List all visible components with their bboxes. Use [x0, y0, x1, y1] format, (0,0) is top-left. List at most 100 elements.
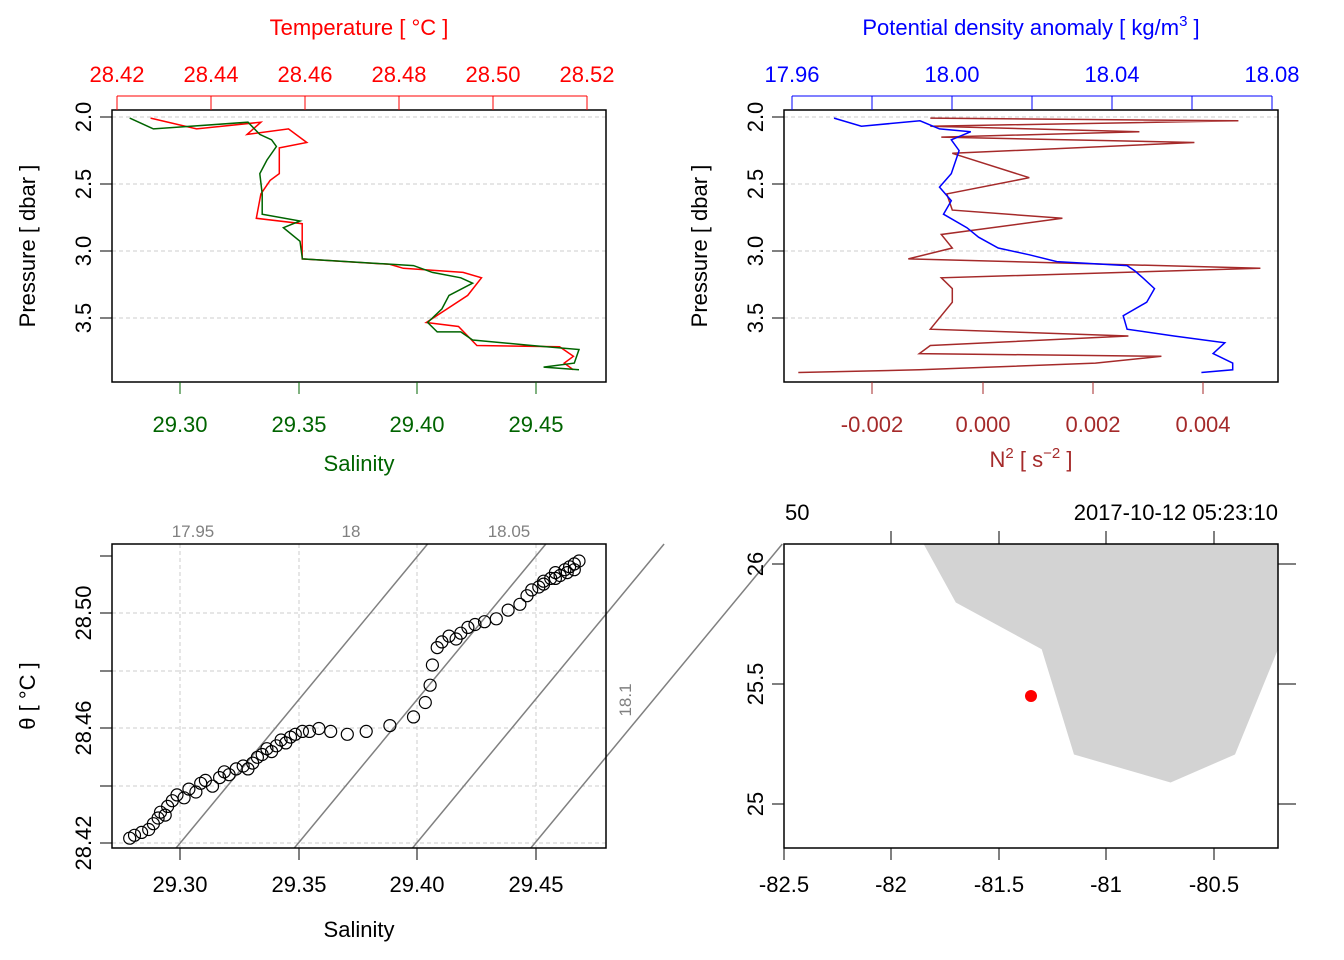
- tick-label: 18.08: [1244, 62, 1299, 87]
- isopycnal-line: [293, 543, 547, 849]
- tick-label: 0.000: [955, 412, 1010, 437]
- top-axis-ticks: 17.96 18.00 18.04 18.08: [764, 62, 1300, 110]
- ts-point: [288, 727, 302, 741]
- tick-label: 2.5: [743, 169, 768, 200]
- tick-label: 29.35: [271, 872, 326, 897]
- tick-label: 28.50: [465, 62, 520, 87]
- ts-point: [418, 695, 432, 710]
- tick-label: 29.30: [152, 872, 207, 897]
- tick-label: -0.002: [841, 412, 903, 437]
- top-axis-title-sup: 3: [1179, 13, 1187, 30]
- bottom-axis-ticks: -82.5 -82 -81.5 -81 -80.5: [759, 848, 1239, 897]
- bottom-axis-ticks: 29.30 29.35 29.40 29.45: [152, 848, 564, 897]
- ts-point: [151, 811, 165, 825]
- tick-label: 29.45: [508, 872, 563, 897]
- ts-point: [489, 612, 503, 626]
- tick-label: 17.96: [764, 62, 819, 87]
- bottom-axis-title-sup2: −2: [1043, 445, 1060, 462]
- left-axis-ticks: 28.42 28.46 28.50: [71, 555, 112, 871]
- tick-label: 26: [743, 552, 768, 576]
- ts-point: [461, 620, 475, 635]
- tick-label: 3.5: [71, 303, 96, 334]
- bottom-axis-title: N2 [ s−2 ]: [990, 445, 1073, 472]
- bottom-axis-title: Salinity: [324, 451, 395, 476]
- tick-label: 3.5: [743, 303, 768, 334]
- top-axis-title-main: Potential density anomaly [ kg/m: [862, 15, 1179, 40]
- tick-label: 29.30: [152, 412, 207, 437]
- ts-point: [536, 577, 551, 591]
- density-line: [833, 117, 1234, 374]
- ts-point: [425, 658, 439, 672]
- ts-point: [324, 724, 338, 739]
- tick-label: 28.48: [371, 62, 426, 87]
- tick-label: 28.50: [71, 585, 96, 640]
- tick-label: -82.5: [759, 872, 809, 897]
- ts-point: [158, 808, 172, 822]
- bottom-axis-ticks: 29.30 29.35 29.40 29.45: [152, 382, 564, 437]
- ts-point: [525, 583, 539, 597]
- tick-label: -81.5: [974, 872, 1024, 897]
- ts-point: [359, 724, 373, 739]
- ts-points: [123, 554, 586, 845]
- station-label: 50: [785, 500, 809, 525]
- bottom-axis-title-main: N: [990, 447, 1006, 472]
- tick-label: 29.40: [389, 872, 444, 897]
- ts-point: [406, 710, 421, 724]
- ts-point: [513, 597, 527, 611]
- tick-label: 28.52: [559, 62, 614, 87]
- ts-point: [302, 724, 317, 739]
- tick-label: 28.46: [277, 62, 332, 87]
- station-time: 2017-10-12 05:23:10: [1074, 500, 1278, 525]
- top-axis-ticks: 28.42 28.44 28.46 28.48 28.50 28.52: [89, 62, 615, 110]
- tick-label: 2.5: [71, 169, 96, 200]
- ts-point: [340, 727, 354, 741]
- ts-point: [423, 678, 437, 692]
- tick-label: 28.42: [89, 62, 144, 87]
- ts-point: [383, 718, 397, 733]
- isopycnal-line: [411, 543, 665, 849]
- bottom-axis-ticks: -0.002 0.000 0.002 0.004: [841, 382, 1231, 437]
- tick-label: 29.35: [271, 412, 326, 437]
- tick-label: 28.42: [71, 815, 96, 870]
- ts-point: [567, 563, 581, 577]
- ts-point: [295, 724, 309, 739]
- tick-label: 2.0: [71, 102, 96, 133]
- tick-label: -81: [1090, 872, 1122, 897]
- tick-label: 25: [743, 792, 768, 816]
- tick-label: 0.002: [1065, 412, 1120, 437]
- isopycnal-label: 18.1: [616, 683, 635, 716]
- tick-label: 3.0: [743, 236, 768, 267]
- tick-label: -82: [875, 872, 907, 897]
- left-axis-title: Pressure [ dbar ]: [687, 165, 712, 328]
- salinity-line: [129, 117, 581, 371]
- n2-line: [798, 117, 1261, 374]
- isopycnal-label: 18.05: [488, 522, 531, 541]
- bottom-axis-title-sup: 2: [1005, 445, 1013, 462]
- isopycnal-line: [530, 543, 783, 849]
- tick-label: 25.5: [743, 663, 768, 706]
- tick-label: 28.44: [183, 62, 238, 87]
- plot-frame: [783, 543, 1279, 849]
- top-ticks: [890, 531, 1215, 544]
- tick-label: -80.5: [1189, 872, 1239, 897]
- isopycnal-label: 17.95: [172, 522, 215, 541]
- tick-label: 29.40: [389, 412, 444, 437]
- ts-point: [468, 617, 482, 632]
- panel-ts-diagram: 17.95 18 18.05 18.1 29.30 29.35 29.40 29…: [15, 522, 783, 942]
- panel-density-n2-profile: Potential density anomaly [ kg/m3 ] 17.9…: [687, 13, 1300, 472]
- tick-label: 28.46: [71, 700, 96, 755]
- plot-frame: [783, 109, 1279, 383]
- plot-frame: [111, 109, 607, 383]
- ts-point: [182, 782, 196, 796]
- panel-temperature-salinity-profile: Temperature [ °C ] 28.42 28.44 28.46 28.…: [15, 15, 615, 476]
- temperature-line: [150, 117, 575, 371]
- tick-label: 0.004: [1175, 412, 1230, 437]
- ts-point: [170, 788, 184, 802]
- isopycnal-label: 18: [342, 522, 361, 541]
- ts-point: [548, 571, 563, 586]
- bottom-axis-title-end: ]: [1060, 447, 1072, 472]
- bottom-axis-title-mid: [ s: [1014, 447, 1043, 472]
- tick-label: 18.04: [1084, 62, 1139, 87]
- isopycnal-line: [175, 543, 429, 849]
- ts-point: [501, 603, 515, 617]
